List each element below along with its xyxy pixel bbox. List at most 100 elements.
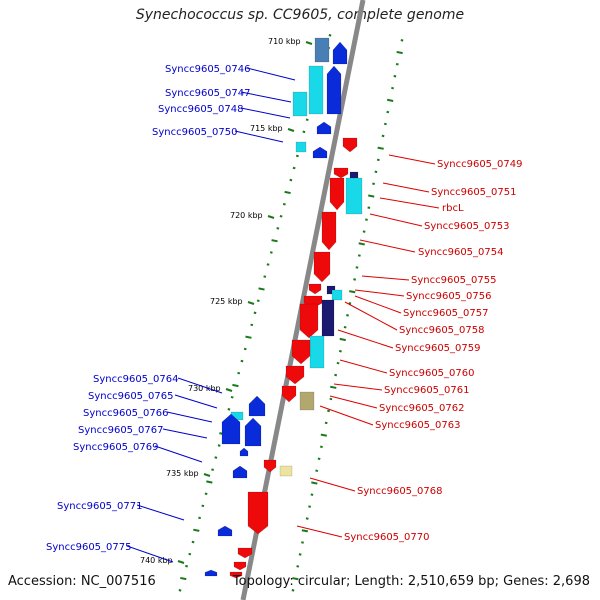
gene-cyan	[309, 335, 325, 369]
gene-label-right[interactable]: Syncc9605_0756	[406, 291, 492, 302]
accession-text: Accession: NC_007516	[8, 574, 156, 589]
ruler-tick	[266, 263, 270, 266]
ruler-tick	[381, 134, 385, 138]
leader-line-right	[329, 395, 378, 409]
gene-label-right[interactable]: Syncc9605_0751	[431, 187, 517, 198]
gene-label-right[interactable]: Syncc9605_0753	[424, 221, 510, 232]
gene-red	[342, 137, 358, 153]
gene-label-left[interactable]: Syncc9605_0764	[93, 374, 179, 385]
gene-label-right[interactable]: Syncc9605_0763	[375, 420, 461, 431]
gene-label-left[interactable]: Syncc9605_0765	[88, 391, 174, 402]
ruler-tick	[298, 553, 302, 556]
leader-line-right	[296, 525, 343, 538]
ruler-tick	[296, 565, 300, 568]
ruler-label: 710 kbp	[268, 37, 301, 46]
ruler-major-tick	[267, 215, 275, 219]
ruler-tick	[377, 146, 384, 150]
gene-label-left[interactable]: Syncc9605_0746	[165, 64, 251, 75]
gene-cyan	[331, 289, 343, 301]
ruler-label: 735 kbp	[166, 469, 199, 478]
gene-label-left[interactable]: Syncc9605_0747	[165, 88, 251, 99]
ruler-tick	[353, 278, 357, 281]
gene-label-right[interactable]: Syncc9605_0762	[379, 403, 465, 414]
leader-line-right	[319, 405, 374, 426]
gene-label-right[interactable]: Syncc9605_0768	[357, 486, 443, 497]
ruler-tick	[367, 194, 375, 198]
ruler-tick	[191, 540, 195, 544]
gene-label-right[interactable]: Syncc9605_0755	[411, 275, 497, 286]
ruler-tick	[302, 130, 306, 134]
gene-red	[285, 365, 305, 385]
leader-line-left	[154, 445, 203, 463]
leader-line-right	[359, 239, 416, 253]
ruler-tick	[319, 445, 323, 449]
ruler-tick	[327, 409, 330, 413]
gene-label-left[interactable]: Syncc9605_0766	[83, 408, 169, 419]
gene-blue	[316, 121, 332, 135]
gene-pale	[279, 465, 293, 477]
ruler-tick	[206, 480, 213, 484]
ruler-tick	[339, 337, 346, 342]
ruler-tick	[211, 468, 215, 471]
ruler-tick	[292, 166, 296, 170]
gene-blue	[217, 525, 233, 537]
gene-label-right[interactable]: rbcL	[442, 203, 464, 214]
ruler-tick	[253, 311, 257, 315]
gene-label-right[interactable]: Syncc9605_0770	[344, 532, 430, 543]
ruler-tick	[284, 190, 291, 195]
ruler-label: 740 kbp	[140, 556, 173, 565]
ruler-major-tick	[305, 41, 313, 45]
ruler-tick	[185, 564, 188, 568]
gene-blue	[204, 569, 218, 577]
gene-label-right[interactable]: Syncc9605_0757	[403, 308, 489, 319]
gene-blue	[248, 395, 266, 417]
gene-khaki	[299, 391, 315, 411]
gene-red	[237, 547, 253, 559]
leader-line-right	[369, 213, 423, 227]
leader-line-right	[354, 295, 402, 314]
ruler-label: 715 kbp	[250, 124, 283, 133]
leader-line-left	[166, 411, 213, 423]
gene-label-right[interactable]: Syncc9605_0760	[389, 368, 475, 379]
gene-label-left[interactable]: Syncc9605_0750	[152, 127, 238, 138]
gene-label-left[interactable]: Syncc9605_0769	[73, 442, 159, 453]
gene-label-left[interactable]: Syncc9605_0775	[46, 542, 132, 553]
gene-cyan	[345, 177, 363, 215]
ruler-tick	[334, 373, 338, 377]
ruler-tick	[305, 118, 309, 122]
ruler-tick	[348, 302, 352, 305]
ruler-tick	[214, 456, 218, 459]
ruler-tick	[279, 215, 283, 218]
ruler-tick	[217, 444, 221, 447]
ruler-tick	[243, 347, 247, 351]
gene-label-left[interactable]: Syncc9605_0767	[78, 425, 164, 436]
ruler-tick	[237, 371, 241, 375]
leader-line-left	[234, 130, 284, 143]
gene-red	[263, 459, 277, 473]
gene-label-right[interactable]: Syncc9605_0758	[399, 325, 485, 336]
ruler-tick	[269, 251, 273, 254]
ruler-tick	[227, 408, 231, 411]
gene-blue	[326, 65, 342, 115]
leader-line-right	[309, 477, 356, 492]
gene-label-right[interactable]: Syncc9605_0759	[395, 343, 481, 354]
ruler-tick	[193, 528, 200, 532]
leader-line-left	[240, 91, 292, 103]
gene-blue	[239, 447, 249, 457]
ruler-tick	[315, 469, 319, 473]
gene-label-right[interactable]: Syncc9605_0754	[418, 247, 504, 258]
ruler-tick	[358, 242, 365, 246]
leader-line-right	[339, 359, 388, 374]
gene-label-right[interactable]: Syncc9605_0761	[384, 385, 470, 396]
ruler-tick	[263, 275, 267, 278]
ruler-tick	[336, 361, 340, 365]
leader-line-left	[246, 67, 296, 81]
ruler-label: 720 kbp	[230, 211, 263, 220]
ruler-tick	[180, 576, 187, 581]
gene-blue	[332, 41, 348, 65]
gene-red	[329, 177, 345, 211]
gene-red	[308, 283, 322, 295]
gene-label-right[interactable]: Syncc9605_0749	[437, 159, 523, 170]
gene-label-left[interactable]: Syncc9605_0771	[57, 501, 143, 512]
gene-label-left[interactable]: Syncc9605_0748	[158, 104, 244, 115]
